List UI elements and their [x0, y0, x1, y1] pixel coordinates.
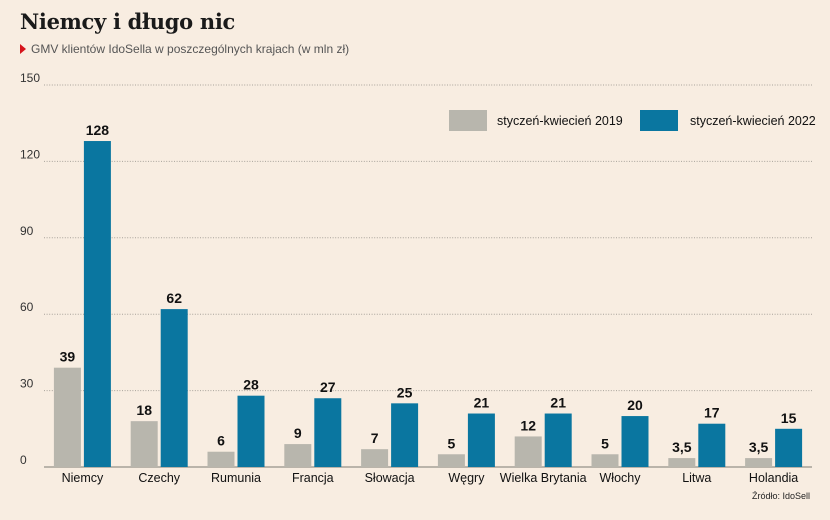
source-note: Źródło: IdoSell — [751, 491, 810, 501]
data-label: 128 — [86, 122, 110, 138]
y-tick-label: 150 — [20, 71, 40, 85]
bar-2022 — [391, 403, 419, 467]
bar-2019 — [591, 454, 619, 467]
bar-2022 — [467, 413, 495, 467]
data-label: 12 — [520, 417, 536, 433]
bar-2019 — [53, 367, 81, 467]
data-label: 28 — [243, 377, 259, 393]
data-label: 62 — [166, 290, 182, 306]
bar-2022 — [775, 428, 803, 467]
category-label: Niemcy — [62, 471, 104, 485]
y-tick-label: 60 — [20, 300, 34, 314]
bar-2022 — [544, 413, 572, 467]
legend-swatch-2019 — [449, 110, 487, 131]
category-label: Rumunia — [211, 471, 261, 485]
bar-2022 — [621, 416, 649, 467]
bar-2019 — [207, 451, 235, 467]
data-label: 18 — [136, 402, 152, 418]
category-label: Czechy — [138, 471, 180, 485]
category-label: Wielka Brytania — [500, 471, 587, 485]
bar-2019 — [361, 449, 389, 467]
bar-2022 — [314, 398, 342, 467]
data-label: 6 — [217, 433, 225, 449]
data-label: 25 — [397, 384, 413, 400]
data-label: 27 — [320, 379, 336, 395]
bar-2019 — [514, 436, 542, 467]
chart-subtitle: GMV klientów IdoSella w poszczególnych k… — [20, 42, 349, 56]
y-tick-label: 0 — [20, 453, 27, 467]
data-label: 5 — [448, 435, 456, 451]
bar-2022 — [83, 141, 111, 467]
data-label: 7 — [371, 430, 379, 446]
chart-title: Niemcy i długo nic — [20, 9, 236, 34]
y-tick-label: 30 — [20, 377, 34, 391]
data-label: 3,5 — [749, 439, 769, 455]
data-label: 21 — [474, 395, 490, 411]
bar-2019 — [745, 458, 773, 467]
data-label: 15 — [781, 410, 797, 426]
bar-2022 — [160, 309, 188, 467]
y-tick-label: 90 — [20, 224, 34, 238]
bar-2019 — [284, 444, 312, 467]
legend-swatch-2022 — [640, 110, 678, 131]
data-label: 39 — [60, 349, 76, 365]
data-label: 9 — [294, 425, 302, 441]
data-label: 21 — [550, 395, 566, 411]
category-label: Holandia — [749, 471, 798, 485]
category-label: Litwa — [682, 471, 711, 485]
bar-2019 — [130, 421, 158, 467]
category-label: Węgry — [448, 471, 485, 485]
bar-2022 — [698, 423, 726, 467]
bar-2019 — [437, 454, 465, 467]
data-label: 17 — [704, 405, 720, 421]
legend-label: styczeń-kwiecień 2022 — [690, 114, 816, 128]
data-label: 3,5 — [672, 439, 692, 455]
legend-label: styczeń-kwiecień 2019 — [497, 114, 623, 128]
data-label: 5 — [601, 435, 609, 451]
category-label: Francja — [292, 471, 334, 485]
bar-2019 — [668, 458, 696, 467]
triangle-marker-icon — [20, 44, 26, 54]
category-label: Włochy — [600, 471, 642, 485]
bar-2022 — [237, 395, 265, 467]
y-tick-label: 120 — [20, 147, 40, 161]
data-label: 20 — [627, 397, 643, 413]
category-label: Słowacja — [365, 471, 415, 485]
subtitle-text: GMV klientów IdoSella w poszczególnych k… — [31, 42, 350, 56]
